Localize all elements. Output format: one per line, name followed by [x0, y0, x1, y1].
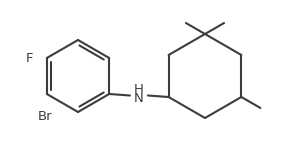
Text: Br: Br: [38, 110, 52, 123]
Text: F: F: [25, 52, 33, 64]
Text: H: H: [134, 83, 144, 96]
Text: N: N: [134, 92, 144, 105]
